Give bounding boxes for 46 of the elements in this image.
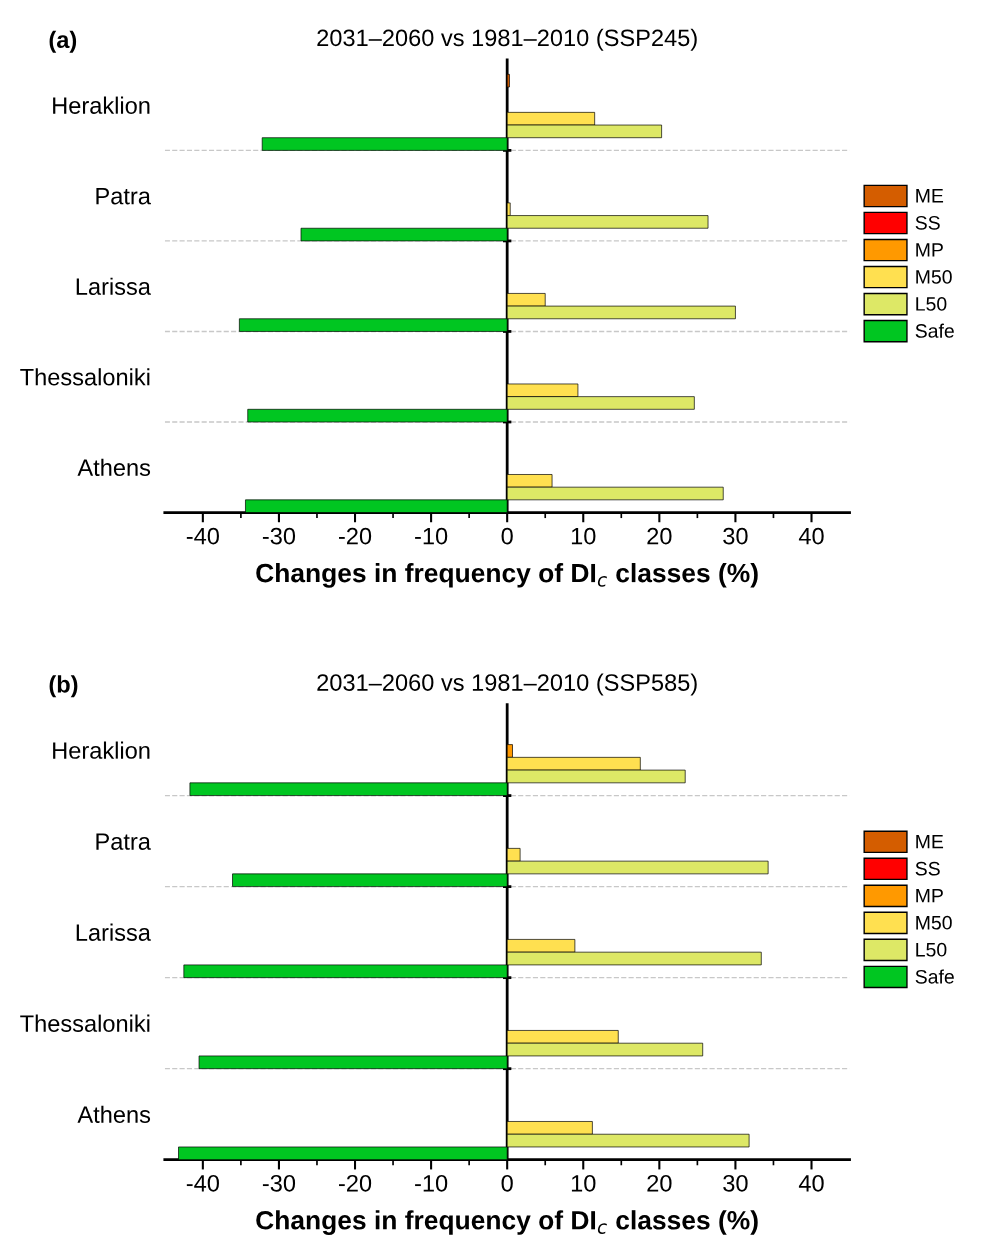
text: (b) (49, 675, 78, 698)
legend-label: M50 (916, 915, 952, 930)
x-tick-label: -40 (186, 527, 219, 545)
y-tick-label: Thessaloniki (20, 368, 150, 386)
text: (a) (49, 30, 77, 53)
y-tick-label: Heraklion (53, 96, 150, 114)
x-tick-label: -10 (415, 527, 448, 545)
y-tick-label: Patra (96, 187, 151, 205)
y-tick-label: Heraklion (53, 741, 150, 759)
chart-title: 2031–2060 vs 1981–2010 (SSP245) (317, 28, 697, 51)
x-tick-label: 40 (798, 527, 824, 545)
legend-label: Safe (915, 969, 954, 984)
x-tick-label: 30 (723, 527, 748, 545)
y-tick-label: Larissa (76, 277, 151, 295)
y-tick-label: Thessaloniki (20, 1014, 150, 1032)
x-axis-title: Changes in frequency of DI$_{c}$ classes (%) (256, 1210, 758, 1235)
x-tick-label: 10 (571, 1174, 596, 1192)
legend-label: SS (915, 215, 940, 230)
x-axis-title: Changes in frequency of DI$_{c}$ classes (%) (256, 563, 758, 588)
y-tick-label: Athens (77, 1105, 151, 1123)
x-tick-label: -10 (415, 1174, 448, 1192)
x-tick-label: 30 (723, 1174, 748, 1192)
x-tick-label: 20 (647, 527, 672, 545)
x-tick-label: -30 (262, 1174, 296, 1192)
legend-label: L50 (916, 942, 947, 957)
x-tick-label: -20 (339, 1174, 372, 1192)
legend-label: M50 (916, 270, 952, 284)
x-tick-label: -40 (186, 1174, 219, 1192)
x-tick-label: 20 (647, 1174, 672, 1192)
y-tick-label: Athens (77, 458, 151, 477)
x-tick-label: -30 (262, 527, 296, 545)
legend-label: Safe (915, 323, 954, 338)
x-tick-label: 10 (571, 527, 596, 545)
x-tick-label: -20 (339, 527, 372, 545)
legend-label: L50 (916, 297, 947, 311)
legend-label: SS (915, 861, 940, 876)
y-tick-label: Larissa (76, 923, 151, 941)
legend-label: ME (916, 189, 944, 203)
y-tick-label: Patra (96, 833, 151, 850)
x-tick-label: 0 (501, 527, 513, 545)
x-tick-label: 40 (798, 1174, 824, 1192)
chart-title: 2031–2060 vs 1981–2010 (SSP585) (317, 673, 697, 696)
legend-label: ME (916, 834, 944, 849)
legend-label: MP (916, 889, 943, 903)
legend-label: MP (916, 243, 943, 257)
x-tick-label: 0 (501, 1174, 513, 1192)
